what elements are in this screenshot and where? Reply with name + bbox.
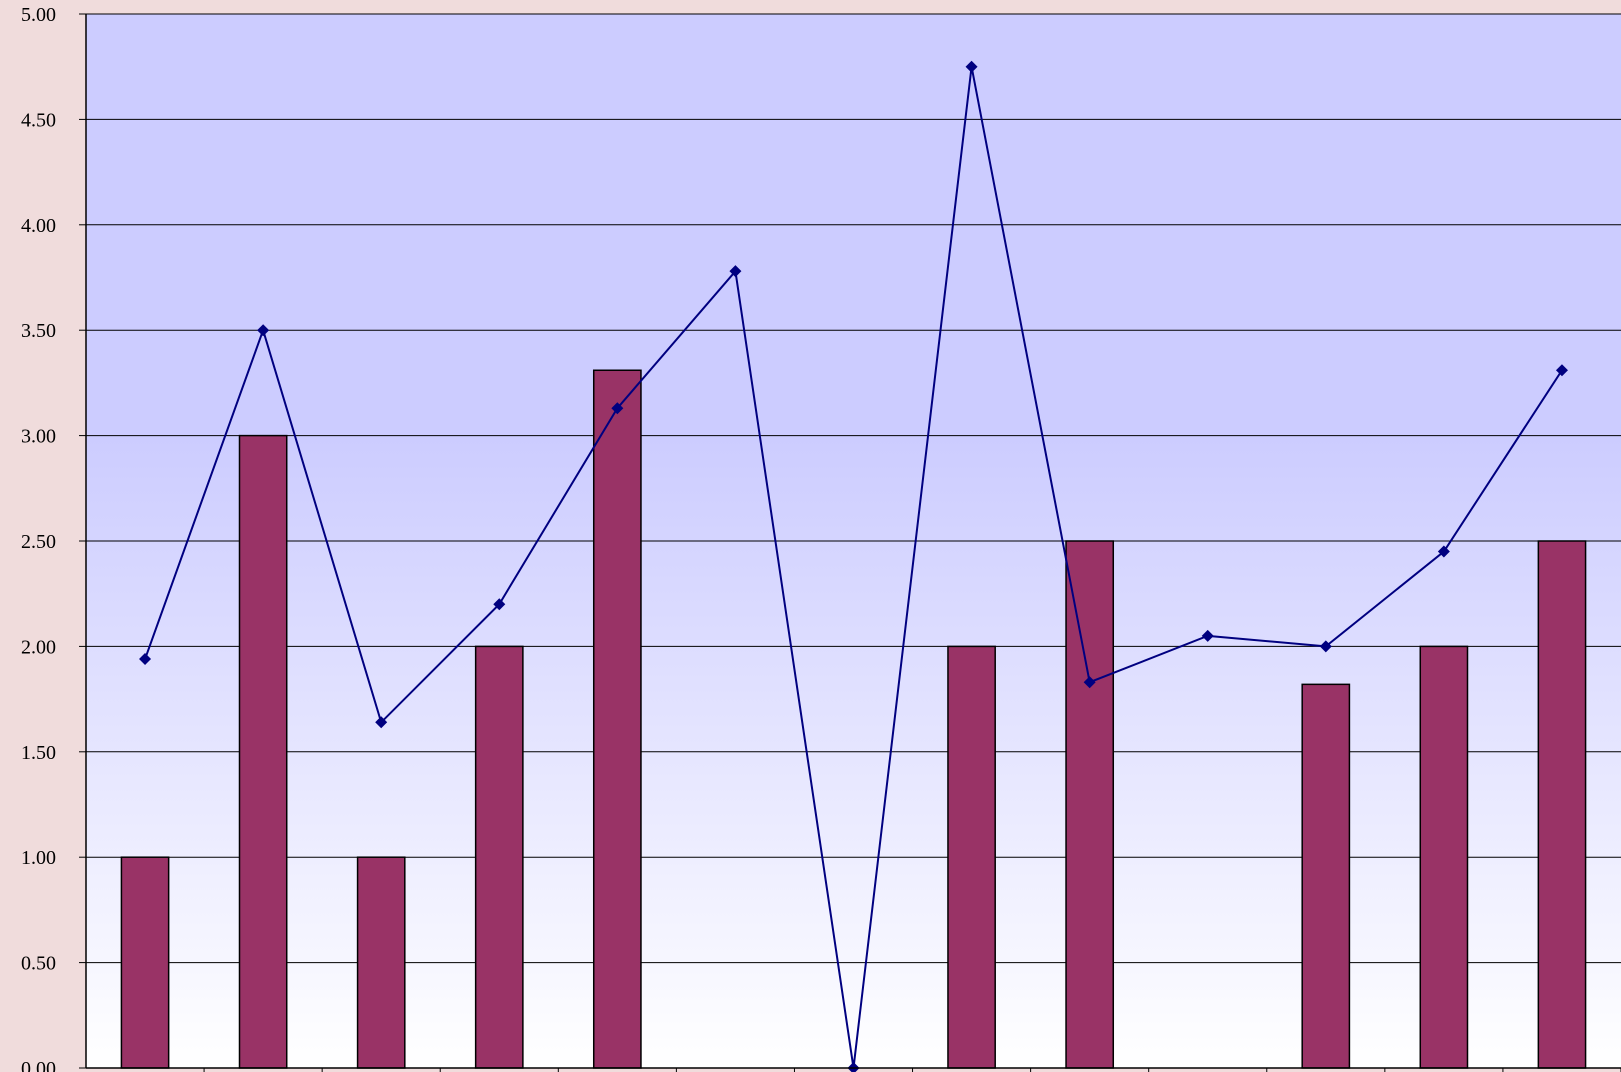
bar	[592, 369, 642, 1069]
line-point	[729, 265, 742, 278]
line-point	[965, 60, 978, 73]
bar	[474, 645, 524, 1069]
y-tick-label: 2.00	[21, 636, 56, 658]
gridlines	[79, 13, 1621, 1069]
line-point	[1201, 629, 1214, 642]
bar	[238, 434, 288, 1069]
line-point	[1083, 676, 1096, 689]
y-tick-label: 3.00	[21, 426, 56, 448]
line-point	[1437, 545, 1450, 558]
bar	[1301, 683, 1351, 1069]
bar	[1065, 540, 1115, 1069]
bar	[1419, 645, 1469, 1069]
y-tick-label: 1.50	[21, 742, 56, 764]
y-tick-label: 2.50	[21, 531, 56, 553]
bar	[356, 856, 406, 1069]
y-tick-label: 4.50	[21, 109, 56, 131]
y-tick-label: 0.50	[21, 953, 56, 975]
bar	[120, 856, 170, 1069]
y-tick-label: 1.00	[21, 847, 56, 869]
line-point	[375, 716, 388, 729]
line-point	[1319, 640, 1332, 653]
bar	[1537, 540, 1587, 1069]
line-point	[611, 402, 624, 415]
y-tick-label: 3.50	[21, 320, 56, 342]
y-tick-label: 4.00	[21, 215, 56, 237]
line-point	[847, 1062, 860, 1072]
y-tick-label: 5.00	[21, 4, 56, 26]
y-tick-label: 0.00	[21, 1058, 56, 1072]
line-point	[139, 653, 152, 666]
y-tick-labels: 0.00 0.50 1.00 1.50 2.00 2.50 3.00 3.50 4.00 4.50…	[21, 4, 56, 1072]
bar-series	[120, 369, 1587, 1069]
line-point	[257, 324, 270, 337]
bar	[947, 645, 996, 1069]
line-point	[493, 598, 506, 611]
line-point	[1555, 364, 1568, 377]
